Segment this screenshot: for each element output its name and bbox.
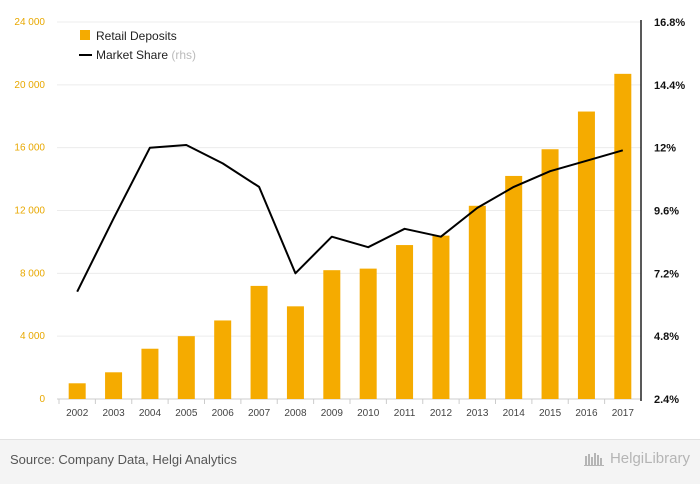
left-tick-label: 20 000 [14,80,45,91]
x-tick-label: 2007 [248,408,271,419]
legend: Retail Deposits Market Share (rhs) [79,29,196,62]
x-tick-label: 2008 [284,408,307,419]
right-tick-label: 7.2% [654,268,679,280]
x-tick-label: 2013 [466,408,489,419]
x-tick-label: 2017 [612,408,635,419]
left-tick-label: 12 000 [14,206,45,217]
legend-label-rhs: (rhs) [171,48,196,62]
bar [105,372,123,399]
x-tick-label: 2016 [575,408,598,419]
x-tick-label: 2006 [212,408,235,419]
chart: 0 4 000 8 000 12 000 16 000 20 000 24 000 2.4%… [14,17,685,419]
bar-series-retail-deposits [68,73,632,400]
legend-swatch-bar [80,30,90,40]
left-tick-label: 0 [39,394,45,405]
footer: Source: Company Data, Helgi Analytics He… [0,439,700,484]
x-axis-ticks: 2002 2003 2004 2005 2006 2007 2008 2009 2010 2011… [58,399,635,419]
bar [214,320,232,399]
legend-label-market-share: Market Share (rhs) [96,48,196,62]
left-tick-label: 8 000 [20,268,45,279]
left-tick-label: 4 000 [20,331,45,342]
bar [505,175,523,399]
legend-label-retail-deposits: Retail Deposits [96,29,177,43]
bar [68,383,86,399]
left-axis-ticks: 0 4 000 8 000 12 000 16 000 20 000 24 000 [14,17,45,405]
x-tick-label: 2010 [357,408,380,419]
bar [359,268,377,399]
right-tick-label: 12% [654,143,676,155]
x-tick-label: 2003 [102,408,125,419]
x-tick-label: 2015 [539,408,562,419]
bar [577,111,595,399]
x-tick-label: 2012 [430,408,453,419]
line-series-market-share [76,144,624,293]
x-tick-label: 2011 [394,408,416,419]
left-tick-label: 24 000 [14,17,45,28]
bar [396,245,414,399]
bar [141,348,159,399]
x-tick-label: 2002 [66,408,89,419]
bar [468,205,486,399]
bar [177,336,195,399]
left-tick-label: 16 000 [14,143,45,154]
bar [614,73,632,400]
logo-text: HelgiLibrary [609,450,690,467]
bar [323,270,341,399]
right-tick-label: 2.4% [654,394,679,406]
legend-label-market-share-text: Market Share [96,48,168,62]
right-axis-ticks: 2.4% 4.8% 7.2% 9.6% 12% 14.4% 16.8% [654,17,685,406]
x-tick-label: 2005 [175,408,198,419]
right-tick-label: 9.6% [654,206,679,218]
x-tick-label: 2014 [503,408,526,419]
helgi-library-logo[interactable]: HelgiLibrary [583,450,690,467]
library-logo-icon [583,452,604,466]
right-tick-label: 14.4% [654,80,685,92]
x-tick-label: 2004 [139,408,162,419]
right-tick-label: 4.8% [654,331,679,343]
source-note: Source: Company Data, Helgi Analytics [10,452,237,467]
bar [541,149,559,399]
x-tick-label: 2009 [321,408,344,419]
right-tick-label: 16.8% [654,17,685,29]
bar [250,285,268,399]
bar [432,235,450,399]
bar [286,306,304,399]
